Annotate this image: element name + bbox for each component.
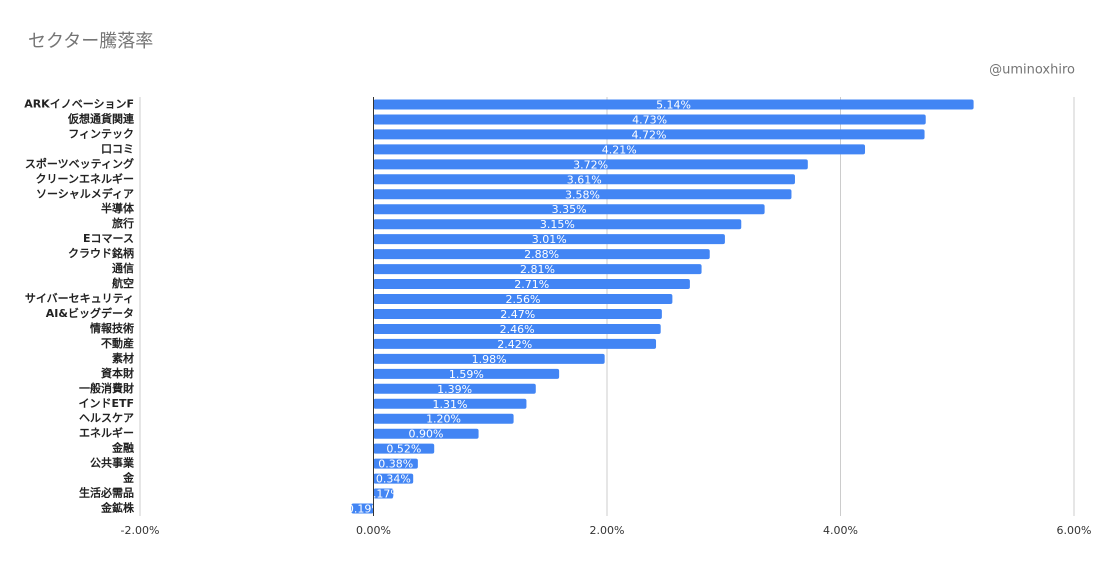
y-tick-label: 不動産 bbox=[101, 336, 134, 350]
y-tick-label: インドETF bbox=[78, 397, 134, 410]
bar bbox=[373, 129, 925, 140]
value-label: 0.17% bbox=[366, 488, 401, 501]
y-tick-label: 航空 bbox=[112, 276, 134, 290]
value-label: 3.61% bbox=[567, 173, 602, 186]
value-label: 3.72% bbox=[573, 158, 608, 171]
value-label: 0.34% bbox=[376, 473, 411, 486]
bar bbox=[373, 234, 725, 245]
y-tick-label: クリーンエネルギー bbox=[36, 171, 134, 185]
value-label: 0.38% bbox=[378, 458, 413, 471]
y-tick-label: ヘルスケア bbox=[79, 412, 134, 425]
y-tick-label: 金 bbox=[122, 471, 135, 485]
caption: @uminoxhiro bbox=[989, 63, 1075, 78]
bar bbox=[373, 308, 662, 319]
value-label: 4.72% bbox=[632, 128, 667, 141]
bar bbox=[373, 473, 414, 484]
x-tick-label: 4.00% bbox=[823, 524, 858, 537]
value-label: 1.59% bbox=[449, 368, 484, 381]
bar bbox=[373, 189, 792, 200]
value-label: 2.81% bbox=[520, 263, 555, 276]
value-label: 3.35% bbox=[552, 203, 587, 216]
bar bbox=[373, 383, 536, 394]
y-tick-label: 資本財 bbox=[101, 366, 134, 380]
value-label: 3.15% bbox=[540, 218, 575, 231]
y-tick-label: 公共事業 bbox=[90, 456, 135, 470]
value-label: 3.01% bbox=[532, 233, 567, 246]
bar bbox=[373, 279, 690, 290]
value-label: 2.56% bbox=[505, 293, 540, 306]
value-label: 1.31% bbox=[432, 398, 467, 411]
value-label: 5.14% bbox=[656, 98, 691, 111]
bar bbox=[373, 443, 435, 454]
y-tick-label: 口コミ bbox=[101, 142, 134, 155]
bar bbox=[373, 368, 560, 379]
bar bbox=[373, 144, 866, 155]
y-tick-label: 金鉱株 bbox=[100, 501, 135, 515]
y-tick-label: 金融 bbox=[111, 441, 134, 455]
x-tick-label: 0.00% bbox=[356, 524, 391, 537]
value-label: 1.20% bbox=[426, 413, 461, 426]
value-label: -0.19% bbox=[343, 503, 382, 516]
bar bbox=[373, 204, 765, 215]
bar bbox=[373, 264, 702, 275]
y-tick-label: 半導体 bbox=[101, 201, 135, 215]
y-tick-label: Eコマース bbox=[83, 232, 134, 245]
chart-title: セクター騰落率 bbox=[28, 31, 153, 52]
x-tick-label: 2.00% bbox=[590, 524, 625, 537]
y-tick-label: 一般消費財 bbox=[79, 381, 134, 395]
bar bbox=[373, 219, 742, 230]
y-tick-label: 通信 bbox=[112, 261, 134, 275]
bar bbox=[373, 338, 657, 349]
bar bbox=[373, 488, 394, 499]
bar bbox=[373, 413, 514, 424]
x-tick-label: 6.00% bbox=[1057, 524, 1092, 537]
y-tick-label: 旅行 bbox=[112, 216, 134, 230]
y-tick-label: エネルギー bbox=[79, 426, 134, 440]
value-label: 0.90% bbox=[409, 428, 444, 441]
bar bbox=[373, 353, 605, 364]
bar bbox=[373, 114, 926, 125]
value-label: 2.88% bbox=[524, 248, 559, 261]
value-label: 2.42% bbox=[497, 338, 532, 351]
x-tick-label: -2.00% bbox=[121, 524, 160, 537]
value-label: 1.39% bbox=[437, 383, 472, 396]
bar bbox=[373, 249, 710, 260]
bar bbox=[373, 294, 673, 305]
bar bbox=[373, 458, 418, 469]
y-tick-label: 情報技術 bbox=[90, 321, 134, 335]
bar bbox=[373, 323, 661, 334]
y-tick-label: 仮想通貨関連 bbox=[67, 111, 135, 125]
y-tick-label: スポーツベッティング bbox=[25, 156, 134, 170]
bar bbox=[373, 428, 479, 439]
bar bbox=[373, 174, 795, 185]
bar bbox=[373, 159, 808, 170]
value-label: 4.21% bbox=[602, 143, 637, 156]
bar bbox=[351, 503, 374, 514]
value-label: 1.98% bbox=[472, 353, 507, 366]
value-label: 3.58% bbox=[565, 188, 600, 201]
value-label: 2.47% bbox=[500, 308, 535, 321]
y-tick-label: フィンテック bbox=[68, 127, 134, 140]
y-tick-label: ARKイノベーションF bbox=[24, 97, 134, 110]
y-tick-label: クラウド銘柄 bbox=[68, 246, 134, 260]
value-label: 4.73% bbox=[632, 113, 667, 126]
value-label: 2.71% bbox=[514, 278, 549, 291]
y-tick-label: 素材 bbox=[112, 351, 134, 365]
y-tick-label: サイバーセキュリティ bbox=[25, 292, 134, 305]
y-tick-label: ソーシャルメディア bbox=[36, 186, 134, 200]
bar bbox=[373, 99, 974, 110]
value-label: 0.52% bbox=[386, 443, 421, 456]
bar bbox=[373, 398, 527, 409]
value-label: 2.46% bbox=[500, 323, 535, 336]
y-tick-label: AI&ビッグデータ bbox=[46, 306, 134, 320]
y-tick-label: 生活必需品 bbox=[79, 486, 134, 500]
